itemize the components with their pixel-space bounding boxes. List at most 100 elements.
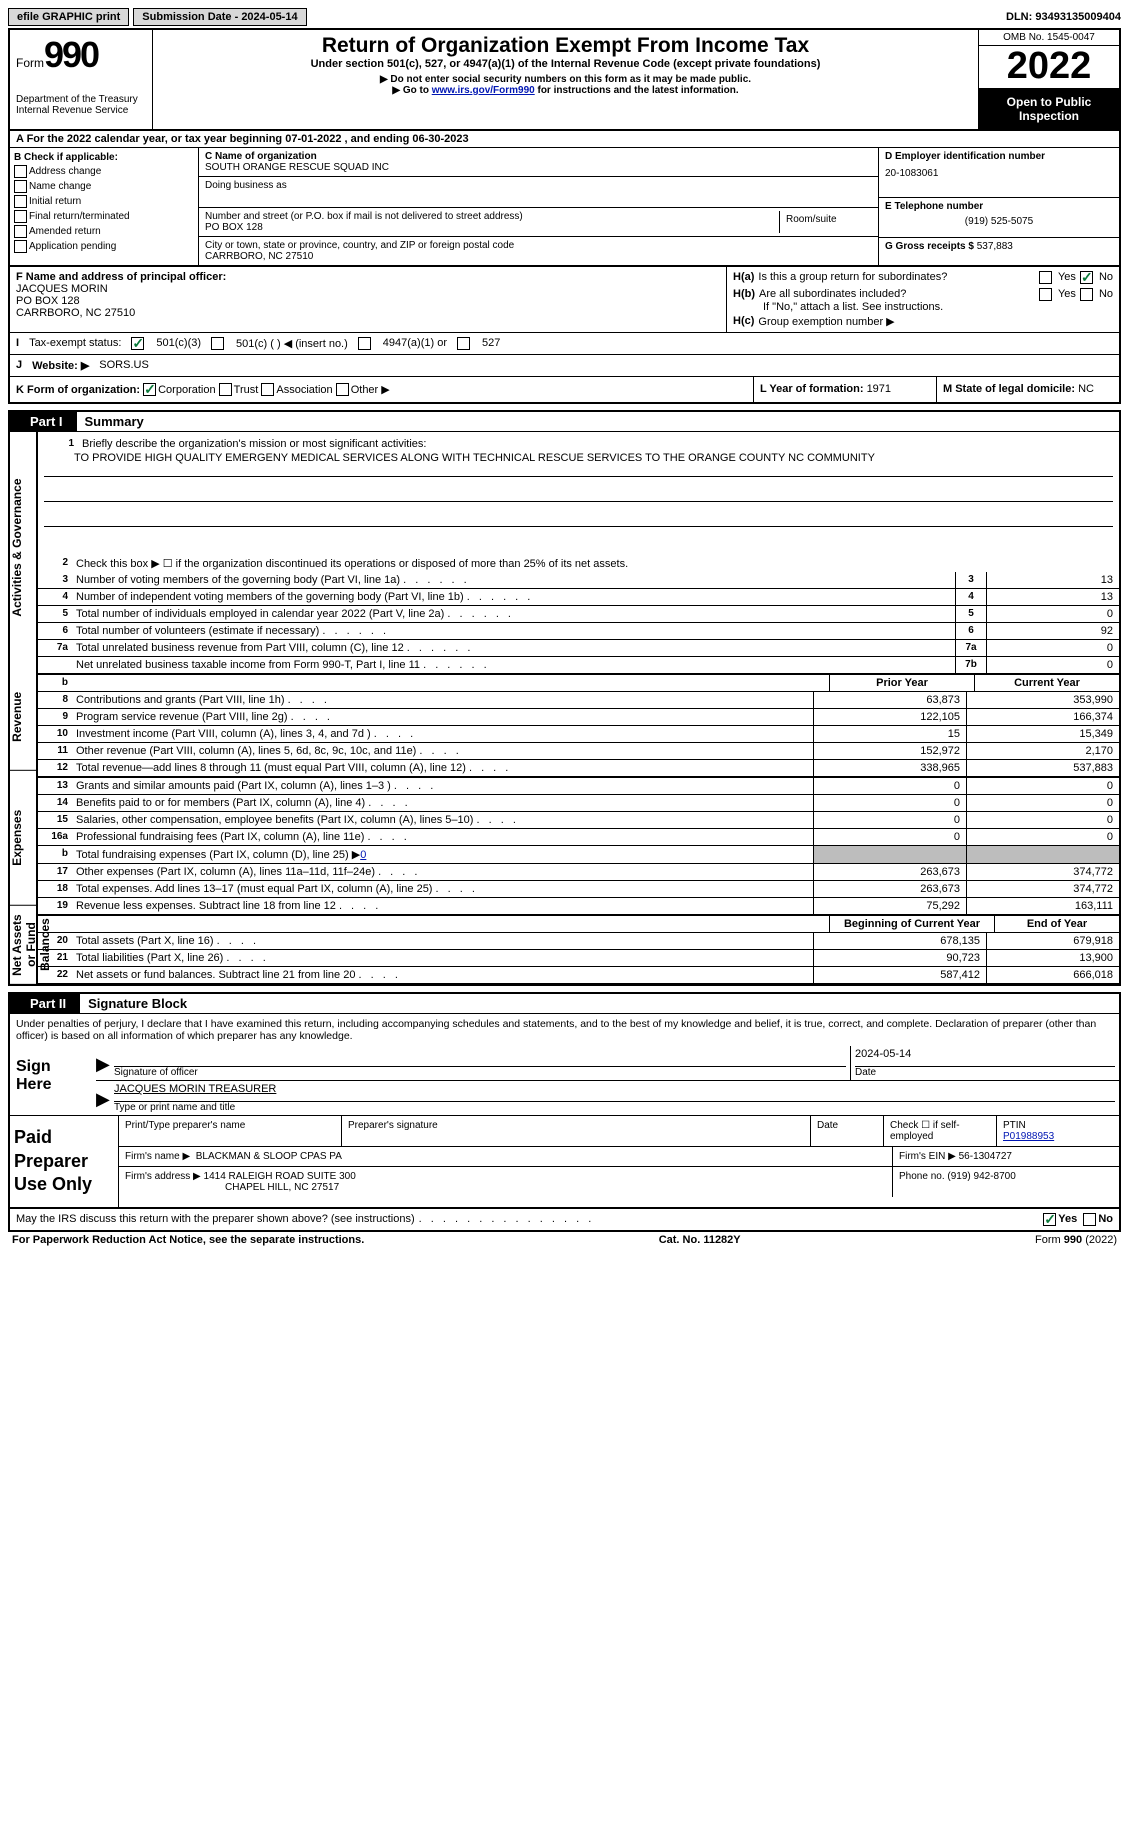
irs-label: Internal Revenue Service	[16, 105, 146, 116]
line-box: 5	[955, 606, 986, 622]
form990-link[interactable]: www.irs.gov/Form990	[432, 85, 535, 96]
prior-year-val: 338,965	[813, 760, 966, 776]
top-bar: efile GRAPHIC print Submission Date - 20…	[8, 8, 1121, 26]
firm-name-label: Firm's name ▶	[125, 1151, 190, 1162]
ptin-value[interactable]: P01988953	[1003, 1131, 1054, 1142]
hb-no-checkbox[interactable]	[1080, 288, 1093, 301]
current-year-val: 0	[966, 778, 1119, 794]
side-tabs: Activities & Governance Revenue Expenses…	[10, 432, 38, 984]
discuss-row: May the IRS discuss this return with the…	[8, 1209, 1121, 1232]
527-checkbox[interactable]	[457, 337, 470, 350]
line-desc: Number of voting members of the governin…	[72, 572, 955, 588]
initial-return-checkbox[interactable]	[14, 195, 27, 208]
self-employed-check: Check ☐ if self-employed	[884, 1116, 997, 1146]
line-num: 9	[38, 709, 72, 725]
line-num: 16a	[38, 829, 72, 845]
ha-text: Is this a group return for subordinates?	[758, 271, 1035, 283]
discuss-yes-checkbox[interactable]	[1043, 1213, 1056, 1226]
current-year-val: 2,170	[966, 743, 1119, 759]
hb-yes-label: Yes	[1058, 288, 1076, 300]
year-formation: 1971	[867, 383, 891, 395]
4947-checkbox[interactable]	[358, 337, 371, 350]
part2-label: Part II	[10, 994, 80, 1013]
line-desc: Salaries, other compensation, employee b…	[72, 812, 813, 828]
current-year-val: 0	[966, 829, 1119, 845]
line-num: 6	[38, 623, 72, 639]
line-desc: Total revenue—add lines 8 through 11 (mu…	[72, 760, 813, 776]
tax-year: 2022	[979, 46, 1119, 89]
final-return-checkbox[interactable]	[14, 210, 27, 223]
prior-year-val: 75,292	[813, 898, 966, 914]
line1-mission: 1Briefly describe the organization's mis…	[38, 432, 1119, 555]
website-url: SORS.US	[99, 359, 149, 371]
line-val: 92	[986, 623, 1119, 639]
part2-header: Part II Signature Block	[8, 992, 1121, 1014]
efile-print-button[interactable]: efile GRAPHIC print	[8, 8, 129, 26]
firm-name-value: BLACKMAN & SLOOP CPAS PA	[196, 1151, 342, 1162]
line16b-cy	[966, 846, 1119, 863]
part1-title: Summary	[77, 412, 152, 431]
org-name-label: C Name of organization	[205, 151, 872, 162]
sig-arrow-icon: ▶	[96, 1046, 110, 1080]
table-row: 6Total number of volunteers (estimate if…	[38, 623, 1119, 640]
discuss-no-checkbox[interactable]	[1083, 1213, 1096, 1226]
table-row: 15Salaries, other compensation, employee…	[38, 812, 1119, 829]
hc-text: Group exemption number ▶	[758, 315, 894, 328]
current-year-val: 374,772	[966, 881, 1119, 897]
line-desc: Professional fundraising fees (Part IX, …	[72, 829, 813, 845]
501c-label: 501(c) ( ) ◀ (insert no.)	[236, 337, 348, 350]
501c-checkbox[interactable]	[211, 337, 224, 350]
form-title: Return of Organization Exempt From Incom…	[157, 34, 974, 58]
col-b-checkboxes: B Check if applicable: Address change Na…	[10, 148, 199, 265]
amended-return-checkbox[interactable]	[14, 225, 27, 238]
room-suite-label: Room/suite	[779, 211, 872, 233]
dln-label: DLN: 93493135009404	[1006, 11, 1121, 23]
amended-return-label: Amended return	[29, 226, 101, 237]
line-box: 6	[955, 623, 986, 639]
app-pending-checkbox[interactable]	[14, 240, 27, 253]
current-year-val: 15,349	[966, 726, 1119, 742]
ha-no-label: No	[1099, 271, 1113, 283]
line-desc: Other expenses (Part IX, column (A), lin…	[72, 864, 813, 880]
ha-yes-checkbox[interactable]	[1039, 271, 1052, 284]
corp-checkbox[interactable]	[143, 383, 156, 396]
line-val: 0	[986, 640, 1119, 656]
current-year-val: 666,018	[986, 967, 1119, 983]
dba-label: Doing business as	[205, 180, 872, 191]
trust-checkbox[interactable]	[219, 383, 232, 396]
current-year-val: 0	[966, 812, 1119, 828]
line16b-val[interactable]: 0	[360, 849, 366, 861]
current-year-val: 166,374	[966, 709, 1119, 725]
hb-yes-checkbox[interactable]	[1039, 288, 1052, 301]
line16b-num: b	[38, 846, 72, 863]
initial-return-label: Initial return	[29, 196, 81, 207]
line-num: 17	[38, 864, 72, 880]
discuss-text: May the IRS discuss this return with the…	[16, 1213, 415, 1225]
other-checkbox[interactable]	[336, 383, 349, 396]
firm-phone-label: Phone no.	[899, 1171, 945, 1182]
addr-change-checkbox[interactable]	[14, 165, 27, 178]
discuss-no-label: No	[1098, 1213, 1113, 1225]
row-a-mid: , and ending	[341, 133, 412, 145]
prior-year-val: 587,412	[813, 967, 986, 983]
line-num: 15	[38, 812, 72, 828]
501c3-checkbox[interactable]	[131, 337, 144, 350]
j-text: Website: ▶	[32, 359, 89, 372]
assoc-label: Association	[276, 384, 332, 396]
527-label: 527	[482, 337, 500, 349]
prior-year-val: 0	[813, 795, 966, 811]
prior-year-val: 63,873	[813, 692, 966, 708]
name-change-checkbox[interactable]	[14, 180, 27, 193]
table-row: 21Total liabilities (Part X, line 26) . …	[38, 950, 1119, 967]
goto-suffix: for instructions and the latest informat…	[535, 85, 739, 96]
table-row: 7aTotal unrelated business revenue from …	[38, 640, 1119, 657]
submission-date-button[interactable]: Submission Date - 2024-05-14	[133, 8, 306, 26]
line-box: 7b	[955, 657, 986, 673]
row-klm: K Form of organization: Corporation Trus…	[8, 377, 1121, 405]
line16b-desc: Total fundraising expenses (Part IX, col…	[76, 849, 360, 861]
street-value: PO BOX 128	[205, 222, 779, 233]
block-fh: F Name and address of principal officer:…	[8, 267, 1121, 333]
line-num: 13	[38, 778, 72, 794]
assoc-checkbox[interactable]	[261, 383, 274, 396]
ha-no-checkbox[interactable]	[1080, 271, 1093, 284]
